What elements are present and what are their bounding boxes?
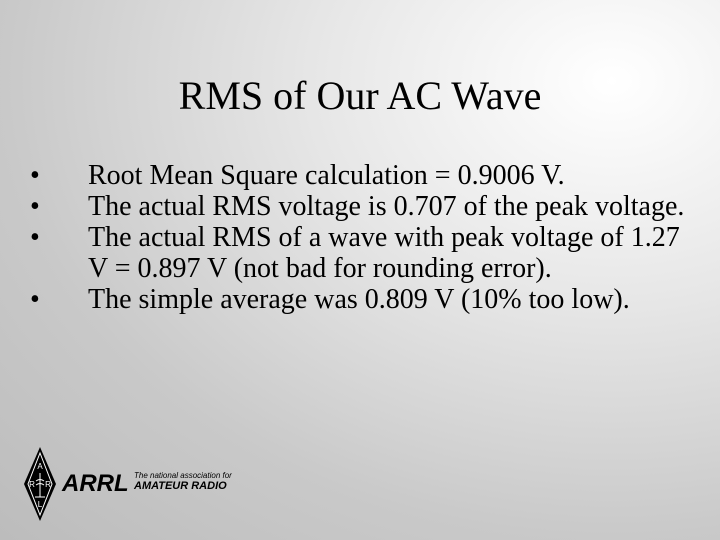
bullet-text: Root Mean Square calculation = 0.9006 V.: [88, 160, 565, 191]
svg-text:L: L: [38, 500, 43, 509]
bullet-item: • The actual RMS of a wave with peak volt…: [30, 222, 690, 284]
bullet-icon: •: [30, 191, 40, 222]
bullet-item: • The simple average was 0.809 V (10% too…: [30, 284, 690, 315]
svg-text:R: R: [45, 480, 51, 489]
bullet-item: • The actual RMS voltage is 0.707 of the …: [30, 191, 690, 222]
svg-text:A: A: [37, 462, 43, 471]
slide-title: RMS of Our AC Wave: [178, 73, 542, 118]
bullet-text: The actual RMS voltage is 0.707 of the p…: [88, 191, 685, 222]
bullet-list: • Root Mean Square calculation = 0.9006 V…: [30, 160, 690, 315]
bullet-icon: •: [30, 284, 40, 315]
bullet-text: The actual RMS of a wave with peak volta…: [88, 222, 680, 284]
arrl-wordmark: ARRL: [62, 470, 129, 497]
logo-tagline-bottom: AMATEUR RADIO: [134, 480, 227, 492]
bullet-text: The simple average was 0.809 V (10% too …: [88, 284, 630, 315]
bullet-item: • Root Mean Square calculation = 0.9006 V…: [30, 160, 690, 191]
bullet-icon: •: [30, 222, 40, 253]
arrl-diamond-logo-icon: A R R L: [24, 447, 56, 521]
svg-text:R: R: [29, 480, 35, 489]
bullet-icon: •: [30, 160, 40, 191]
logo-tagline-top: The national association for: [134, 471, 232, 480]
